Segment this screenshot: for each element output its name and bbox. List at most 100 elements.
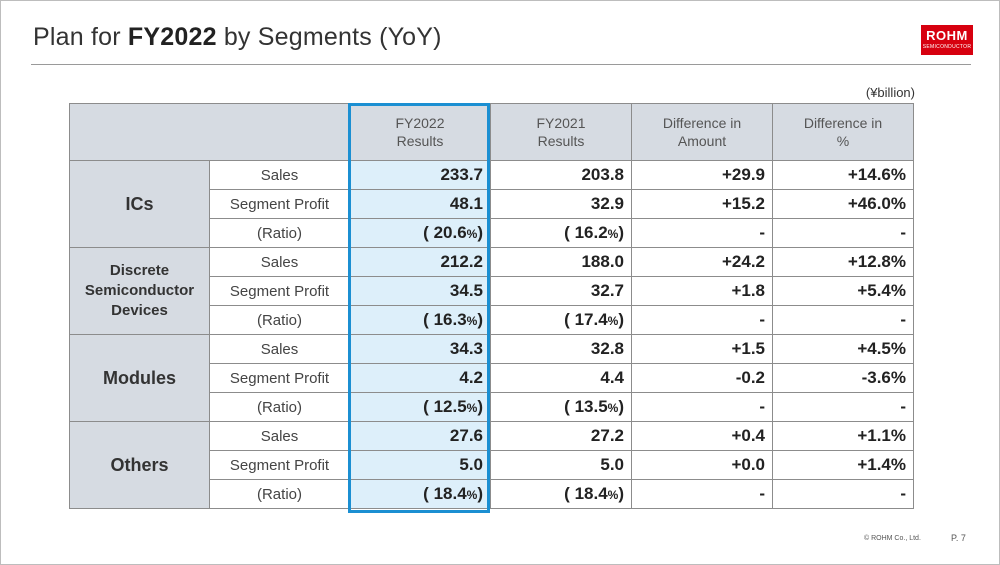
ratio-value: 20.6	[433, 223, 467, 242]
header-diff-pct-line1: Difference in	[803, 115, 883, 131]
ratio-pct: %	[607, 488, 619, 502]
header-fy2021-line2: Results	[537, 133, 585, 149]
cell-diff-amount: +1.8	[631, 276, 773, 306]
segment-name-line: Devices	[111, 302, 168, 319]
cell-diff-pct: -	[772, 218, 914, 248]
cell-fy2022-ratio: ( 20.6%)	[349, 218, 491, 248]
ratio-open: (	[564, 223, 575, 242]
row-label-ratio: (Ratio)	[209, 479, 350, 509]
ratio-pct: %	[466, 227, 478, 241]
row-label-profit: Segment Profit	[209, 450, 350, 480]
segment-name-others: Others	[69, 421, 210, 509]
cell-diff-pct: +5.4%	[772, 276, 914, 306]
cell-diff-pct: +14.6%	[772, 160, 914, 190]
ratio-close: )	[477, 310, 483, 329]
ratio-value: 16.2	[574, 223, 608, 242]
cell-fy2022: 233.7	[349, 160, 491, 190]
segment-name-modules: Modules	[69, 334, 210, 422]
segment-name-discrete: Discrete Semiconductor Devices	[69, 247, 210, 335]
cell-fy2021: 27.2	[490, 421, 632, 451]
ratio-close: )	[477, 484, 483, 503]
cell-fy2022-ratio: ( 12.5%)	[349, 392, 491, 422]
table-row: (Ratio) ( 20.6%) ( 16.2%) - -	[70, 218, 914, 248]
cell-fy2021: 32.8	[490, 334, 632, 364]
header-diff-pct: Difference in%	[772, 103, 914, 161]
cell-fy2022-ratio: ( 18.4%)	[349, 479, 491, 509]
row-label-sales: Sales	[209, 334, 350, 364]
ratio-value: 16.3	[433, 310, 467, 329]
ratio-pct: %	[466, 488, 478, 502]
table-row: Modules Sales 34.3 32.8 +1.5 +4.5%	[69, 334, 914, 422]
table-row: ICs Sales 233.7 203.8 +29.9 +14.6%	[69, 160, 914, 248]
title-prefix: Plan for	[33, 23, 128, 51]
table-row: Others Sales 27.6 27.2 +0.4 +1.1%	[69, 421, 914, 509]
cell-diff-amount: +0.0	[631, 450, 773, 480]
cell-diff-amount: -	[631, 479, 773, 509]
cell-diff-pct: +4.5%	[772, 334, 914, 364]
segment-name-line: Discrete	[109, 262, 170, 279]
ratio-open: (	[564, 310, 575, 329]
cell-diff-pct: +12.8%	[772, 247, 914, 277]
cell-diff-amount: -	[631, 392, 773, 422]
header-fy2022-line2: Results	[396, 133, 444, 149]
copyright: © ROHM Co., Ltd.	[864, 535, 921, 542]
header-row: FY2022 Results FY2021 Results Difference i…	[69, 103, 914, 161]
title-bold: FY2022	[127, 23, 217, 51]
ratio-close: )	[618, 397, 624, 416]
title-suffix: by Segments (YoY)	[216, 23, 442, 51]
row-label-profit: Segment Profit	[209, 276, 350, 306]
cell-fy2021-ratio: ( 16.2%)	[490, 218, 632, 248]
cell-diff-amount: -	[631, 305, 773, 335]
segment-name-ics: ICs	[69, 160, 210, 248]
header-fy2021: FY2021 Results	[490, 103, 632, 161]
cell-fy2022: 48.1	[349, 189, 491, 219]
ratio-pct: %	[607, 314, 619, 328]
header-fy2021-line1: FY2021	[536, 115, 586, 131]
ratio-pct: %	[607, 401, 619, 415]
ratio-value: 17.4	[574, 310, 608, 329]
ratio-pct: %	[466, 314, 478, 328]
cell-fy2021: 203.8	[490, 160, 632, 190]
row-label-sales: Sales	[209, 421, 350, 451]
ratio-open: (	[423, 397, 434, 416]
cell-diff-pct: -	[772, 305, 914, 335]
ratio-pct: %	[607, 227, 619, 241]
segments-table: FY2022 Results FY2021 Results Difference i…	[69, 103, 914, 509]
header-fy2022: FY2022 Results	[349, 103, 491, 161]
row-label-profit: Segment Profit	[209, 189, 350, 219]
ratio-pct: %	[466, 401, 478, 415]
cell-diff-amount: +1.5	[631, 334, 773, 364]
table-row: (Ratio) ( 12.5%) ( 13.5%) - -	[70, 392, 914, 422]
header-diff-amount-line2: Amount	[677, 133, 727, 149]
ratio-open: (	[423, 484, 434, 503]
rohm-logo: ROHM SEMICONDUCTOR	[921, 25, 973, 55]
table-row: Segment Profit 48.1 32.9 +15.2 +46.0%	[70, 189, 914, 219]
unit-label: (¥billion)	[865, 85, 915, 100]
segment-name-line: Others	[110, 454, 169, 475]
cell-fy2022: 34.5	[349, 276, 491, 306]
ratio-value: 13.5	[574, 397, 608, 416]
ratio-open: (	[564, 484, 575, 503]
cell-diff-pct: +46.0%	[772, 189, 914, 219]
cell-fy2021: 32.7	[490, 276, 632, 306]
cell-diff-amount: -	[631, 218, 773, 248]
row-label-sales: Sales	[209, 247, 350, 277]
cell-fy2021: 188.0	[490, 247, 632, 277]
table-row: Discrete Semiconductor Devices Sales 212.2…	[69, 247, 914, 335]
header-diff-amount: Difference in Amount	[631, 103, 773, 161]
logo-text: ROHM	[926, 28, 968, 43]
cell-diff-pct: +1.1%	[772, 421, 914, 451]
row-label-ratio: (Ratio)	[209, 392, 350, 422]
cell-diff-pct: -3.6%	[772, 363, 914, 393]
ratio-close: )	[618, 310, 624, 329]
cell-diff-pct: -	[772, 392, 914, 422]
ratio-close: )	[477, 397, 483, 416]
row-label-profit: Segment Profit	[209, 363, 350, 393]
table-row: Segment Profit 4.2 4.4 -0.2 -3.6%	[70, 363, 914, 393]
ratio-close: )	[618, 484, 624, 503]
cell-fy2022: 4.2	[349, 363, 491, 393]
segment-name-line: Semiconductor	[84, 282, 195, 299]
segment-name-line: ICs	[125, 193, 154, 214]
cell-fy2021-ratio: ( 17.4%)	[490, 305, 632, 335]
